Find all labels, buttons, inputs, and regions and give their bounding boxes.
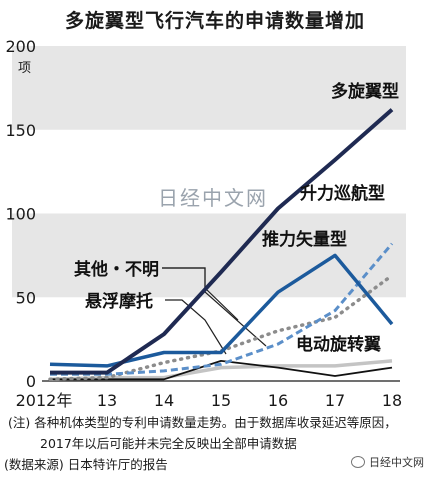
chart-area: 0 50 100 150 200 项 2012年 13 14 15 16 17 18 日经中文网 多… bbox=[5, 37, 406, 410]
x-tick-label: 14 bbox=[154, 391, 174, 410]
note-line: 2017年以后可能并未完全反映出全部申请数据 bbox=[40, 436, 297, 451]
corner-brand: 日经中文网 bbox=[351, 454, 424, 470]
series-line bbox=[49, 253, 394, 368]
x-tick-label: 17 bbox=[325, 391, 345, 410]
x-tick-label: 15 bbox=[211, 391, 231, 410]
watermark: 日经中文网 bbox=[158, 186, 268, 210]
series-label: 其他・不明 bbox=[74, 259, 159, 280]
wechat-icon bbox=[351, 456, 365, 468]
y-tick-label: 200 bbox=[5, 37, 36, 56]
leader-line bbox=[165, 299, 227, 355]
series-label: 升力巡航型 bbox=[300, 183, 385, 204]
chart-title: 多旋翼型飞行汽车的申请数量增加 bbox=[64, 10, 365, 32]
y-tick-label: 0 bbox=[26, 372, 36, 391]
series-label: 电动旋转翼 bbox=[296, 334, 381, 355]
note-line: (注) 各种机体类型的专利申请数量走势。由于数据库收录延迟等原因， bbox=[8, 415, 397, 430]
leader-line bbox=[162, 267, 267, 347]
x-tick-label: 18 bbox=[382, 391, 402, 410]
grid-band bbox=[12, 46, 406, 130]
x-tick-label: 16 bbox=[268, 391, 288, 410]
series-label: 悬浮摩托 bbox=[85, 291, 153, 312]
series-label: 多旋翼型 bbox=[331, 81, 399, 102]
source-line: (数据来源) 日本特许厅的报告 bbox=[4, 457, 168, 472]
y-tick-label: 150 bbox=[5, 121, 36, 140]
y-unit-label: 项 bbox=[18, 61, 31, 76]
notes: (注) 各种机体类型的专利申请数量走势。由于数据库收录延迟等原因， 2017年以… bbox=[4, 412, 426, 475]
series-label: 推力矢量型 bbox=[262, 229, 347, 250]
corner-brand-text: 日经中文网 bbox=[369, 456, 424, 469]
x-tick-label: 2012年 bbox=[16, 391, 73, 410]
x-tick-label: 13 bbox=[97, 391, 117, 410]
series-line bbox=[50, 108, 394, 375]
y-tick-label: 50 bbox=[16, 288, 36, 307]
y-tick-label: 100 bbox=[5, 205, 36, 224]
